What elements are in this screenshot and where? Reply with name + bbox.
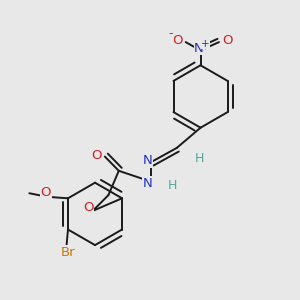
Text: O: O (222, 34, 232, 47)
Text: O: O (91, 148, 102, 162)
Text: N: N (194, 42, 204, 55)
Text: H: H (194, 152, 204, 164)
Text: N: N (143, 154, 153, 167)
Text: O: O (83, 202, 93, 214)
Text: -: - (169, 27, 173, 40)
Text: O: O (172, 34, 183, 47)
Text: Br: Br (61, 246, 75, 259)
Text: O: O (40, 186, 51, 199)
Text: +: + (201, 39, 210, 49)
Text: H: H (168, 179, 177, 192)
Text: N: N (143, 177, 153, 190)
